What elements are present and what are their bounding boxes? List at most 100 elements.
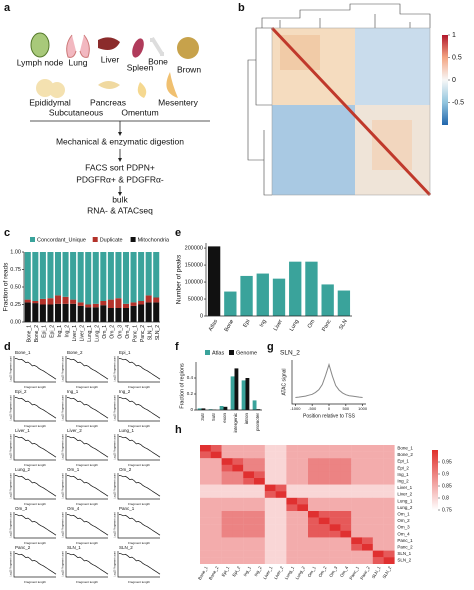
- heatmap-cell: [340, 458, 352, 465]
- heatmap-cell: [210, 451, 222, 459]
- row-label: Om_4: [397, 531, 410, 536]
- row-label: Epi_2: [397, 465, 409, 470]
- heatmap-cell: [200, 537, 211, 545]
- colorbar-label: 0.95: [442, 459, 452, 465]
- bar: [240, 275, 253, 316]
- heatmap-cell: [275, 544, 287, 551]
- y-axis-label: Log10 Fragment count: [10, 395, 13, 420]
- y-axis-label: Number of peaks: [176, 254, 183, 304]
- x-axis-label: Fragment length: [24, 463, 46, 467]
- heatmap-cell: [286, 451, 298, 459]
- x-tick-label: Om_3: [117, 325, 123, 339]
- heatmap-cell: [383, 497, 395, 505]
- heatmap-cell: [297, 511, 309, 518]
- y-axis-label: Log10 Fragment count: [114, 395, 117, 420]
- x-tick-label: 1000: [358, 406, 368, 411]
- bar-segment: [47, 304, 54, 322]
- x-tick-label: intergenic: [233, 412, 238, 432]
- x-axis-label: Fragment length: [24, 541, 46, 545]
- heatmap-cell: [329, 491, 341, 498]
- colorbar-label: 1: [452, 32, 456, 39]
- heatmap-cell: [362, 497, 373, 505]
- heatmap-cell: [232, 491, 244, 498]
- col-label: Bone_2: [208, 565, 220, 581]
- heatmap-cell: [351, 478, 363, 485]
- row-label: Liver_2: [397, 492, 412, 497]
- x-axis-label: Fragment length: [24, 424, 46, 428]
- heatmap-cell: [351, 484, 363, 492]
- bar-segment: [153, 297, 160, 303]
- heatmap-cell: [210, 550, 222, 558]
- axes: [195, 362, 262, 411]
- line: [14, 553, 57, 575]
- heatmap-cell: [318, 530, 330, 538]
- y-axis-label: Log10 Fragment count: [114, 473, 117, 498]
- colorbar-label: 0.9: [442, 471, 449, 477]
- y-axis-label: Log10 Fragment count: [62, 551, 65, 576]
- heatmap-cell: [286, 537, 298, 545]
- heatmap-cell: [254, 497, 265, 505]
- heatmap-cell: [372, 445, 384, 452]
- heatmap-cell: [362, 504, 373, 512]
- x-tick-label: Panc_1: [132, 325, 138, 342]
- axes: [13, 512, 56, 539]
- heatmap-cell: [286, 517, 298, 525]
- heatmap-cell: [232, 504, 244, 512]
- heatmap-cell: [362, 491, 373, 498]
- x-axis-label: Fragment length: [24, 580, 46, 584]
- heatmap-cell: [254, 537, 265, 545]
- heatmap-cell: [243, 530, 255, 538]
- heatmap-cell: [297, 517, 309, 525]
- row-label: Liver_1: [397, 485, 412, 490]
- x-tick-label: 500: [342, 406, 349, 411]
- heatmap-cell: [383, 478, 395, 485]
- row-label: Ing_2: [397, 478, 409, 483]
- bar-segment: [145, 252, 152, 296]
- heatmap-cell: [200, 517, 211, 525]
- heatmap-cell: [232, 451, 244, 459]
- heatmap-cell: [221, 524, 233, 531]
- heatmap-cell: [210, 511, 222, 518]
- x-axis-label: Fragment length: [24, 502, 46, 506]
- colorbar-label: 0.5: [452, 54, 462, 61]
- heatmap-cell: [254, 445, 265, 452]
- heatmap-cell: [254, 511, 265, 518]
- bar-segment: [70, 299, 77, 304]
- bar-segment: [115, 298, 122, 308]
- subplot-title: Bone_1: [15, 350, 31, 355]
- heatmap-cell: [340, 537, 352, 545]
- heatmap-cell: [383, 491, 395, 498]
- line: [66, 397, 109, 419]
- heatmap-cell: [308, 445, 319, 452]
- col-label: Panc_1: [348, 565, 360, 581]
- heatmap-cell: [318, 504, 330, 512]
- col-label: SLN_2: [381, 565, 392, 579]
- heatmap-cell: [340, 484, 352, 492]
- heatmap-cell: [372, 464, 384, 472]
- heatmap-cell: [254, 464, 265, 472]
- bar-segment: [62, 296, 69, 304]
- heatmap-cell: [264, 517, 276, 525]
- bar-segment: [32, 301, 39, 304]
- heatmap-cell: [264, 471, 276, 479]
- bar-segment: [145, 295, 152, 303]
- bar: [241, 380, 246, 410]
- heatmap-cell: [329, 511, 341, 518]
- heatmap-cell: [308, 537, 319, 545]
- heatmap-cell: [254, 471, 265, 479]
- y-axis-label: Log10 Fragment count: [10, 356, 13, 381]
- subplot-title: Om_1: [67, 467, 80, 472]
- x-tick-label: Lung_1: [87, 325, 93, 342]
- heatmap-cell: [351, 451, 363, 459]
- heatmap-cell: [286, 478, 298, 485]
- heatmap-cell: [340, 557, 352, 564]
- heatmap-cell: [329, 497, 341, 505]
- x-tick-label: Om_2: [110, 325, 116, 339]
- colorbar-label: 0.8: [442, 495, 449, 501]
- heatmap-cell: [308, 458, 319, 465]
- heatmap-cell: [308, 491, 319, 498]
- heatmap-cell: [232, 458, 244, 465]
- heatmap-cell: [297, 557, 309, 564]
- heatmap-cell: [362, 524, 373, 531]
- heatmap-cell: [243, 464, 255, 472]
